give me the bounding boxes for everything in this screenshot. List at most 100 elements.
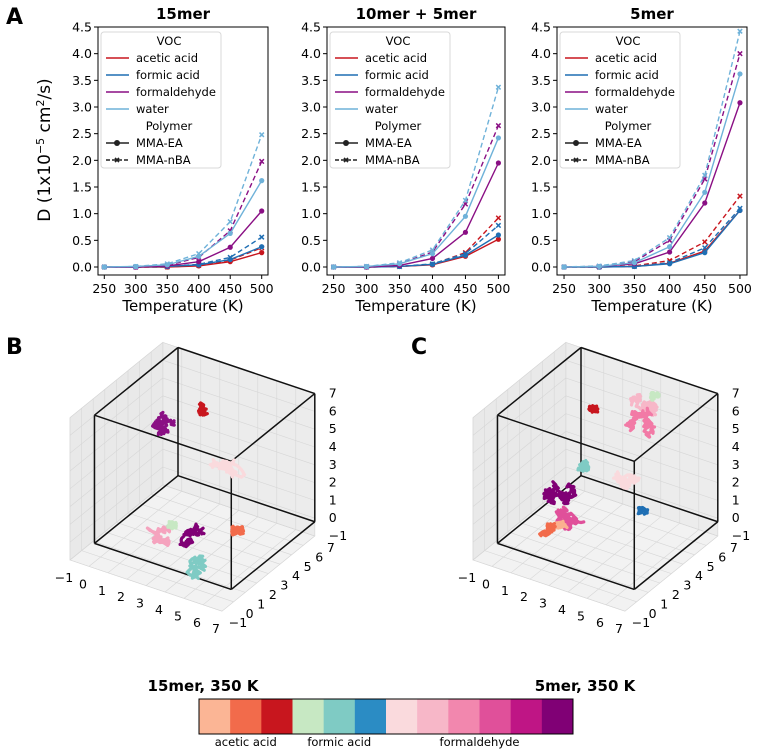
y-tick-label: 3.0	[72, 100, 92, 115]
y-tick-label: 4.0	[531, 46, 551, 61]
trajectory-formaldehyde-lightest	[611, 470, 641, 491]
data-point-circle	[702, 200, 708, 206]
data-point-circle	[737, 71, 743, 77]
trajectory-path	[611, 470, 641, 491]
colorbar-frame	[198, 698, 574, 735]
data-point-circle	[737, 100, 743, 106]
data-point-x	[227, 218, 233, 225]
y-axis-tick-label: 7	[730, 540, 738, 555]
grid-line	[69, 342, 163, 418]
box-edge	[177, 346, 316, 395]
box-edge	[497, 542, 635, 591]
grid-line	[69, 413, 163, 490]
legend-label: MMA-EA	[136, 136, 183, 150]
grid-line	[565, 359, 718, 412]
colorbar-swatch	[479, 699, 512, 734]
data-point-x	[258, 132, 265, 138]
colorbar-swatch	[510, 699, 543, 734]
box-edge	[580, 346, 719, 395]
series-line	[333, 217, 499, 268]
grid-line	[116, 522, 269, 574]
x-axis-tick-label: 6	[596, 615, 604, 630]
y-tick-label: 3.0	[531, 100, 551, 115]
trajectory-path	[576, 458, 591, 473]
y-tick-label: 4.5	[301, 20, 321, 35]
legend-box	[329, 31, 451, 169]
series-line	[564, 31, 741, 268]
trajectory-formaldehyde-dark	[151, 410, 176, 437]
y-tick-label: 3.5	[531, 73, 551, 88]
x-tick-label: 500	[728, 281, 752, 296]
x-tick-label: 350	[622, 281, 646, 296]
grid-line	[162, 484, 315, 537]
data-point-x	[330, 264, 337, 270]
x-tick-label: 450	[693, 281, 717, 296]
trajectory-path	[185, 554, 208, 580]
x-axis-tick-label: 7	[212, 621, 220, 636]
x-axis-tick-label: 0	[79, 576, 87, 591]
grid-line	[472, 377, 566, 454]
data-point-x	[702, 245, 708, 251]
z-axis-tick-label: 2	[329, 475, 337, 490]
box-edge	[94, 414, 232, 462]
y-tick-label: 2.0	[531, 153, 551, 168]
data-point-circle	[702, 250, 708, 256]
trajectory-path	[166, 520, 178, 531]
caption-15mer: 15mer, 350 K	[148, 677, 260, 695]
y-axis-tick-label: 5	[707, 559, 715, 574]
data-point-x	[495, 122, 502, 129]
grid-line	[567, 516, 661, 593]
trajectory-path	[151, 410, 176, 437]
data-point-circle	[429, 255, 436, 262]
box-edge	[94, 475, 179, 544]
box-edge	[497, 414, 635, 462]
grid-line	[472, 395, 566, 472]
x-axis-label: Temperature (K)	[354, 297, 476, 315]
x-tick-label: 250	[322, 281, 346, 296]
data-point-x	[495, 222, 502, 229]
z-axis-tick-label: 7	[329, 386, 337, 401]
data-point-x	[363, 263, 370, 270]
legend-polymer-title: Polymer	[375, 119, 422, 133]
chart-3: 5mer 0.0 0.5 1.0 1.5 2.0 2.5 3.0 3.5 4.0 4.5 250 300…	[531, 5, 752, 315]
y-tick-label: 3.5	[301, 73, 321, 88]
colorbar-swatch	[354, 699, 387, 734]
chart-1: 15mer 0.0 0.5 1.0 1.5 2.0 2.5 3.0 3.5 4.0 4.5 250 30…	[72, 5, 274, 315]
y-axis-tick-label: 6	[718, 549, 726, 564]
z-axis-tick-label: 3	[732, 457, 740, 472]
series-line	[333, 87, 500, 268]
trajectory-path	[208, 458, 247, 479]
box-edge	[580, 474, 719, 523]
x-tick-label: 350	[388, 281, 412, 296]
colorbar-swatch	[541, 699, 574, 734]
legend-marker	[114, 157, 120, 163]
grid-line	[139, 503, 292, 556]
y-axis-tick-label: 0	[649, 606, 657, 621]
x-axis-tick-label: 1	[501, 583, 509, 598]
data-point-x	[258, 158, 265, 165]
data-point-x	[561, 264, 567, 270]
data-point-x	[133, 263, 139, 270]
colorbar-label: formic acid	[307, 735, 371, 749]
data-point-circle	[495, 160, 502, 166]
data-point-circle	[429, 251, 436, 257]
y-tick-label: 0.0	[531, 260, 551, 275]
plot-frame	[556, 26, 748, 276]
grid-line	[162, 413, 315, 466]
legend-label: formaldehyde	[136, 85, 216, 99]
x-axis-tick-label: 4	[558, 602, 566, 617]
z-axis-tick-label: 4	[732, 439, 740, 454]
legend-marker	[343, 140, 349, 146]
data-point-x	[596, 263, 602, 269]
y-axis-tick-label: 2	[269, 587, 277, 602]
data-point-x	[196, 250, 202, 257]
colorbar-swatch	[199, 699, 231, 734]
grid-line	[565, 413, 718, 466]
y-tick-label: 0.0	[301, 260, 321, 275]
y-axis-tick-label: 3	[683, 578, 691, 593]
trajectory-formaldehyde-lightest	[208, 458, 247, 479]
data-point-x	[495, 215, 502, 221]
y-tick-label: 4.5	[72, 20, 92, 35]
x-tick-label: 400	[421, 281, 445, 296]
